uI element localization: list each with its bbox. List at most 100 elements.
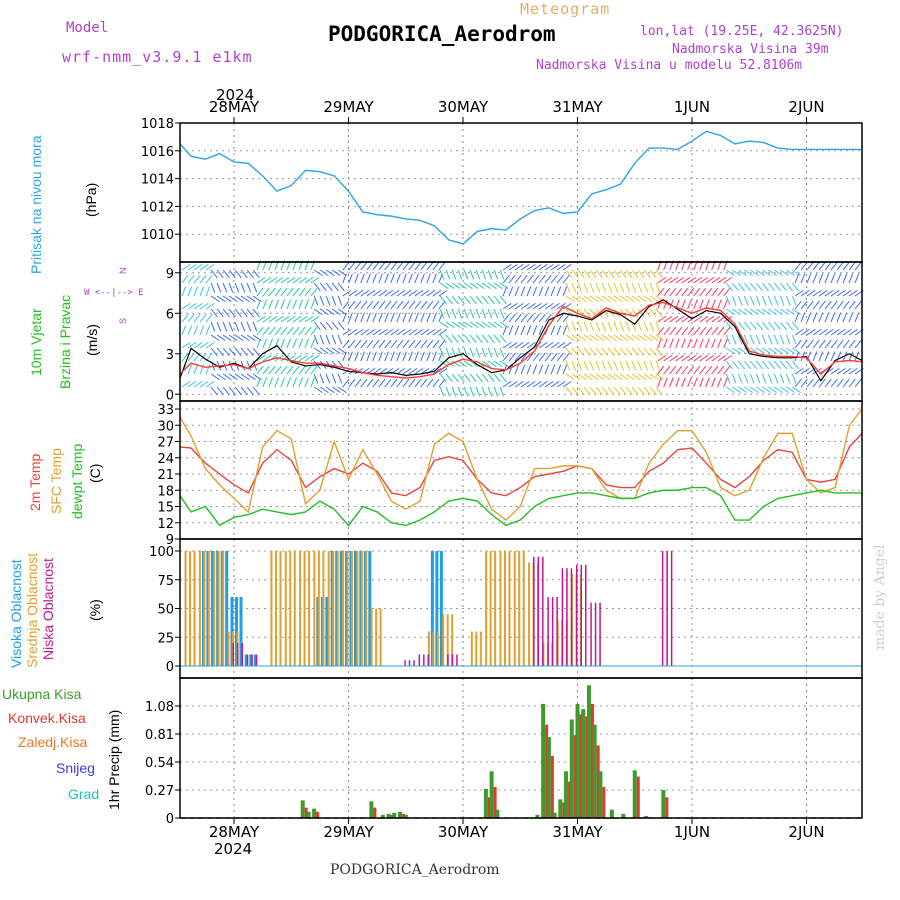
wind-barb bbox=[693, 326, 701, 336]
wind-barb bbox=[396, 351, 401, 362]
wind-barb bbox=[469, 308, 475, 319]
wind-barb bbox=[565, 386, 573, 396]
wind-barb bbox=[756, 386, 765, 394]
wind-barb bbox=[439, 321, 449, 329]
wind-barb bbox=[390, 261, 398, 271]
wind-barb bbox=[768, 386, 777, 394]
wind-barb bbox=[725, 295, 731, 306]
precip-conv-bar bbox=[562, 802, 566, 818]
wind-barb bbox=[222, 347, 230, 357]
wind-barb bbox=[354, 339, 362, 349]
temp-sfc-line bbox=[179, 408, 863, 521]
wind-barb bbox=[637, 295, 647, 303]
wind-barb bbox=[830, 351, 836, 362]
wind-barb bbox=[761, 282, 769, 292]
wind-barb bbox=[556, 263, 566, 271]
wind-barb bbox=[378, 289, 388, 297]
wind-barb bbox=[234, 347, 242, 357]
wind-barb bbox=[750, 386, 759, 394]
wind-barb bbox=[342, 273, 347, 284]
wind-barb bbox=[577, 282, 583, 293]
wind-barb bbox=[438, 339, 446, 349]
wind-barb bbox=[360, 312, 365, 323]
wind-barb bbox=[463, 308, 469, 319]
precip-conv-bar bbox=[402, 813, 406, 818]
wind-barb bbox=[508, 302, 518, 310]
wind-barb bbox=[538, 274, 546, 284]
wind-barb bbox=[637, 282, 643, 293]
wind-barb bbox=[538, 352, 546, 362]
wind-barb bbox=[711, 354, 721, 362]
wind-barb bbox=[210, 334, 220, 342]
wind-barb bbox=[432, 351, 437, 362]
wind-barb bbox=[737, 295, 743, 306]
wind-barb bbox=[331, 386, 341, 394]
wind-barb bbox=[487, 347, 493, 358]
wind-barb bbox=[699, 365, 707, 375]
wind-barb bbox=[743, 321, 751, 331]
cloud-low-bar bbox=[232, 643, 234, 666]
cloud-mid-bar bbox=[432, 631, 435, 666]
wind-barb bbox=[806, 312, 812, 323]
cloud-low-bar bbox=[427, 654, 430, 666]
wind-barb bbox=[372, 273, 377, 284]
y-tick-label: 6 bbox=[166, 307, 174, 322]
wind-barb bbox=[693, 315, 703, 323]
wind-barb bbox=[310, 299, 315, 310]
temp-ylabel-2m: 2m Temp bbox=[27, 453, 43, 511]
wind-barb bbox=[643, 360, 649, 371]
wind-barb bbox=[414, 300, 422, 310]
wind-barb bbox=[565, 347, 573, 357]
y-tick-label: 18 bbox=[157, 484, 174, 499]
wind-barb bbox=[354, 312, 359, 323]
wind-barb bbox=[583, 269, 591, 279]
wind-barb bbox=[613, 295, 623, 303]
wind-barb bbox=[565, 308, 573, 318]
wind-barb bbox=[426, 328, 436, 336]
wind-barb bbox=[589, 373, 599, 381]
wind-barb bbox=[538, 313, 546, 323]
wind-barb bbox=[360, 289, 370, 297]
wind-barb bbox=[637, 360, 643, 371]
wind-barb bbox=[761, 360, 769, 370]
wind-barb bbox=[743, 334, 749, 345]
wind-barb bbox=[687, 326, 695, 336]
wind-barb bbox=[292, 315, 302, 323]
cloud-low-bar bbox=[418, 654, 421, 666]
precip-total-bar bbox=[569, 719, 574, 818]
wind-barb bbox=[550, 380, 560, 388]
wind-barb bbox=[360, 339, 368, 349]
wind-barb bbox=[655, 282, 661, 293]
wind-barb bbox=[655, 373, 665, 381]
wind-barb bbox=[705, 276, 715, 284]
cloud-mid-bar bbox=[513, 551, 516, 666]
wind-barb bbox=[663, 365, 671, 375]
wind-barb bbox=[325, 334, 331, 345]
wind-barb bbox=[631, 347, 639, 357]
wind-barb bbox=[723, 365, 731, 375]
wind-barb bbox=[378, 300, 386, 310]
wind-barb bbox=[663, 338, 668, 349]
wind-barb bbox=[187, 380, 197, 388]
wind-barb bbox=[445, 373, 453, 383]
wind-barb bbox=[732, 386, 741, 394]
wind-barb bbox=[723, 276, 733, 284]
wind-barb bbox=[675, 326, 683, 336]
y-tick-label: 0.54 bbox=[145, 756, 174, 771]
wind-barb bbox=[469, 282, 479, 290]
wind-barb bbox=[304, 354, 314, 362]
bottom-day-label: 29MAY bbox=[323, 823, 374, 841]
wind-barb bbox=[675, 377, 680, 388]
cloud-high-bar bbox=[244, 654, 248, 666]
wind-barb bbox=[268, 315, 278, 323]
wind-barb bbox=[310, 287, 318, 297]
wind-barb bbox=[438, 261, 446, 271]
y-tick-label: 33 bbox=[157, 403, 174, 418]
wind-barb bbox=[637, 321, 643, 332]
wind-barb bbox=[637, 308, 645, 318]
wind-barb bbox=[842, 300, 850, 310]
wind-barb bbox=[487, 334, 495, 344]
wind-barb bbox=[631, 269, 639, 279]
cloud-low-bar bbox=[576, 564, 578, 666]
wind-barb bbox=[785, 282, 793, 292]
